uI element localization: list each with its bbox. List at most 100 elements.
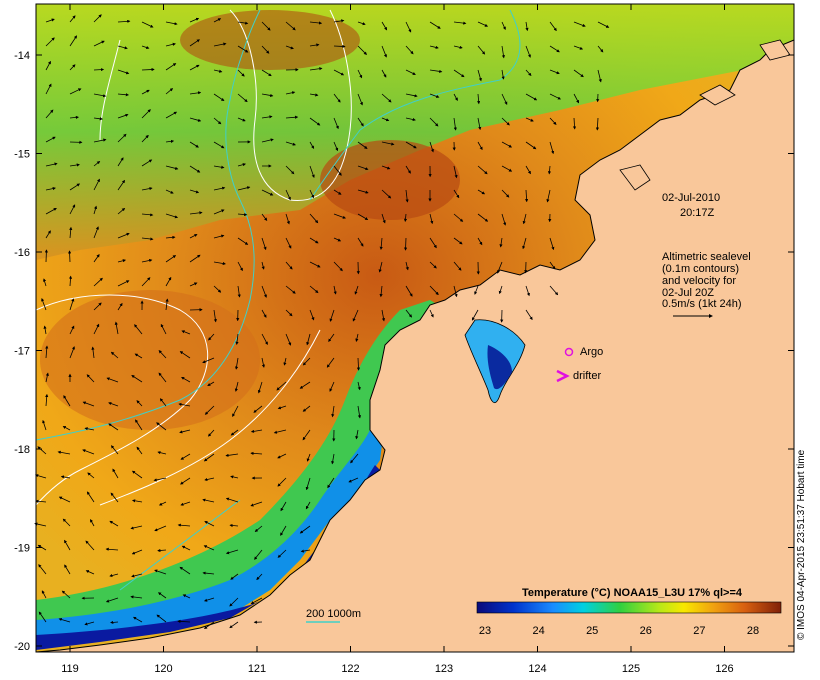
velocity-arrow [117, 69, 130, 75]
velocity-arrow [203, 597, 215, 602]
velocity-arrow [453, 69, 465, 78]
velocity-arrow [354, 285, 359, 295]
velocity-arrow [69, 88, 82, 95]
x-tick-label: 125 [622, 663, 640, 675]
velocity-arrow [93, 93, 107, 98]
velocity-arrow [117, 302, 123, 311]
velocity-arrow [156, 422, 167, 431]
velocity-arrow [153, 477, 167, 482]
velocity-arrow [309, 141, 315, 149]
velocity-arrow [110, 620, 119, 624]
velocity-arrow [189, 64, 200, 71]
velocity-arrow [499, 237, 503, 248]
velocity-arrow [135, 419, 143, 431]
velocity-arrow [117, 113, 129, 119]
velocity-arrow [93, 205, 98, 215]
velocity-arrow [285, 45, 294, 50]
velocity-arrow [453, 237, 463, 245]
velocity-arrow [381, 117, 390, 122]
velocity-arrow [58, 617, 71, 623]
velocity-arrow [381, 165, 391, 170]
velocity-arrow [302, 405, 311, 412]
velocity-arrow [309, 237, 319, 244]
velocity-arrow [283, 357, 287, 366]
velocity-arrow [154, 525, 167, 532]
velocity-arrow [229, 523, 239, 528]
velocity-arrow [213, 261, 226, 266]
velocity-arrow [182, 594, 191, 599]
contour-line [35, 9, 261, 441]
velocity-arrow [69, 35, 78, 47]
velocity-arrow [357, 237, 364, 247]
velocity-arrow [333, 117, 339, 130]
velocity-arrow [229, 621, 239, 629]
velocity-arrow [306, 333, 311, 346]
velocity-arrow [285, 189, 291, 201]
argo-label: Argo [580, 346, 603, 358]
velocity-arrow [179, 429, 191, 434]
velocity-arrow [179, 351, 191, 359]
velocity-arrow [547, 165, 552, 175]
velocity-arrow [546, 189, 551, 203]
velocity-arrow [501, 21, 506, 31]
velocity-arrow [328, 333, 335, 342]
velocity-arrow [165, 139, 175, 143]
colorbar-ticks: 23 24 25 26 27 28 [479, 625, 759, 637]
map-time: 20:17Z [680, 207, 715, 219]
velocity-arrow [38, 564, 47, 575]
velocity-arrow [453, 189, 460, 199]
velocity-arrow [333, 165, 342, 176]
velocity-arrow [141, 159, 153, 167]
velocity-arrow [477, 189, 486, 195]
velocity-arrow [381, 45, 387, 58]
velocity-arrow [158, 501, 167, 506]
velocity-arrow [207, 381, 215, 387]
velocity-arrow [305, 501, 311, 510]
velocity-arrow [405, 309, 413, 318]
velocity-arrow [453, 117, 457, 131]
velocity-arrow [177, 619, 191, 623]
sealevel-contours [35, 9, 521, 591]
velocity-arrow [309, 189, 314, 199]
velocity-arrow [453, 261, 462, 271]
colorbar-tick-label: 28 [747, 625, 759, 637]
velocity-arrow [405, 21, 412, 33]
velocity-arrow [333, 213, 346, 219]
velocity-arrow [189, 254, 201, 263]
velocity-arrow [597, 69, 602, 83]
x-tick-label: 121 [248, 663, 266, 675]
velocity-arrow [333, 69, 345, 76]
velocity-arrow [203, 621, 215, 630]
velocity-arrow [381, 93, 392, 103]
velocity-arrow [381, 141, 395, 146]
velocity-arrow [180, 477, 191, 485]
velocity-arrow [141, 186, 153, 191]
velocity-arrow [189, 282, 198, 287]
colorbar-tick-label: 23 [479, 625, 491, 637]
velocity-arrow [429, 309, 434, 318]
velocity-arrow [352, 309, 359, 322]
velocity-arrow [69, 346, 75, 359]
velocity-arrow [90, 519, 95, 527]
velocity-arrow [85, 540, 95, 551]
altimetry-line-4: 02-Jul 20Z [662, 287, 714, 299]
velocity-arrow [501, 69, 505, 80]
velocity-arrow [117, 207, 126, 215]
velocity-arrow [93, 160, 101, 167]
velocity-arrow [84, 427, 95, 431]
velocity-arrow [41, 298, 47, 311]
velocity-arrow [501, 141, 513, 148]
velocity-arrow [357, 117, 364, 127]
velocity-arrow [357, 93, 363, 106]
velocity-arrow [213, 186, 226, 191]
velocity-arrow [204, 521, 215, 527]
velocity-arrow [237, 285, 241, 298]
velocity-arrow [141, 89, 150, 95]
velocity-arrow [309, 309, 315, 321]
velocity-arrow [62, 426, 71, 431]
altimetry-line-1: Altimetric sealevel [662, 251, 751, 263]
velocity-arrow [261, 333, 268, 346]
velocity-arrow [501, 165, 513, 172]
velocity-arrow [189, 234, 198, 239]
y-tick-label: -15 [14, 149, 30, 161]
